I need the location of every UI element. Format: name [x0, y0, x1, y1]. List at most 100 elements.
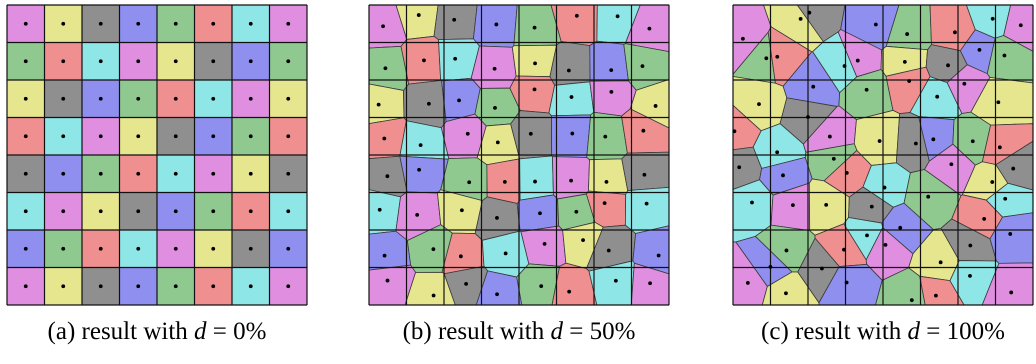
caption-c-prefix: (c) result with — [761, 318, 908, 345]
site-point — [647, 26, 652, 31]
voronoi-diagram-b — [368, 4, 670, 306]
site-point — [864, 87, 869, 92]
caption-c: (c) result with d = 100% — [733, 318, 1033, 346]
site-point — [907, 79, 912, 83]
site-point — [211, 171, 216, 176]
site-point — [453, 56, 458, 61]
site-point — [248, 246, 253, 251]
site-point — [1002, 53, 1007, 58]
site-point — [502, 179, 507, 184]
site-point — [61, 21, 66, 26]
site-point — [873, 22, 878, 27]
site-point — [385, 174, 390, 179]
site-point — [949, 162, 954, 167]
site-point — [459, 208, 464, 213]
site-point — [842, 247, 846, 252]
site-point — [98, 209, 103, 214]
site-point — [136, 171, 141, 176]
site-point — [173, 171, 178, 176]
voronoi-diagram-a — [6, 4, 308, 306]
site-point — [286, 209, 291, 214]
site-point — [574, 209, 579, 214]
site-point — [211, 21, 216, 26]
site-point — [569, 178, 573, 183]
site-point — [648, 281, 652, 286]
site-point — [604, 179, 609, 184]
site-point — [248, 96, 253, 101]
site-point — [458, 254, 463, 259]
site-point — [844, 170, 849, 175]
site-point — [61, 59, 66, 64]
site-point — [791, 203, 795, 208]
site-point — [173, 59, 178, 64]
site-point — [503, 251, 508, 256]
voronoi-cell — [368, 189, 401, 235]
site-point — [642, 172, 647, 177]
site-point — [173, 134, 178, 139]
voronoi-diagram-c — [732, 4, 1034, 306]
site-point — [23, 96, 28, 101]
cell-layer — [732, 4, 1034, 306]
site-point — [656, 253, 661, 258]
site-point — [383, 66, 388, 71]
site-point — [970, 139, 975, 144]
site-point — [98, 96, 103, 101]
site-point — [784, 248, 789, 253]
site-point — [745, 281, 750, 285]
site-point — [831, 156, 836, 161]
site-point — [248, 21, 253, 26]
site-point — [528, 131, 533, 136]
site-point — [640, 64, 645, 69]
site-point — [996, 100, 1001, 105]
site-point — [173, 284, 178, 289]
site-point — [824, 203, 829, 207]
site-point — [909, 298, 914, 303]
site-point — [990, 180, 995, 184]
site-point — [286, 59, 291, 64]
site-point — [764, 56, 769, 61]
site-point — [569, 95, 574, 99]
site-point — [415, 213, 420, 217]
site-point — [211, 134, 216, 139]
site-point — [286, 246, 291, 251]
site-point — [173, 246, 178, 251]
site-point — [23, 209, 28, 214]
site-point — [98, 21, 103, 26]
site-point — [211, 209, 216, 214]
site-point — [98, 284, 103, 289]
site-layer — [376, 13, 661, 298]
site-point — [61, 134, 66, 139]
site-point — [606, 248, 611, 253]
site-point — [1009, 290, 1014, 295]
voronoi-cell — [621, 151, 670, 191]
site-point — [962, 81, 967, 86]
voronoi-cell — [551, 114, 592, 158]
site-point — [61, 96, 66, 101]
site-point — [418, 143, 423, 148]
site-point — [492, 66, 497, 71]
site-point — [385, 278, 390, 283]
site-point — [23, 246, 28, 251]
site-point — [211, 96, 216, 101]
caption-a-prefix: (a) result with — [47, 318, 195, 345]
site-point — [136, 96, 141, 101]
site-point — [61, 246, 66, 251]
site-point — [737, 165, 742, 170]
site-layer — [23, 21, 291, 289]
site-point — [581, 238, 585, 243]
site-point — [495, 140, 500, 145]
site-point — [741, 36, 745, 41]
site-layer — [732, 10, 1023, 303]
site-point — [811, 84, 816, 89]
site-point — [842, 64, 847, 68]
site-point — [820, 266, 824, 271]
site-point — [781, 173, 785, 178]
site-point — [784, 291, 788, 296]
site-point — [61, 284, 66, 289]
caption-c-rest: = 100% — [920, 318, 1005, 345]
site-point — [732, 129, 737, 134]
site-point — [844, 280, 849, 285]
site-point — [417, 167, 421, 172]
site-point — [23, 171, 28, 176]
site-point — [286, 21, 291, 26]
